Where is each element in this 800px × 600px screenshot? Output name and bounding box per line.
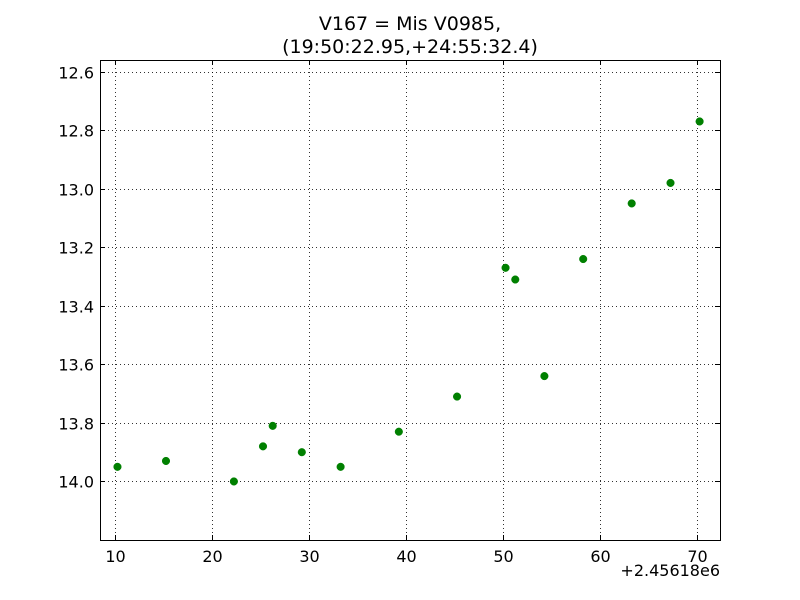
data-point	[579, 254, 588, 264]
data-point	[695, 117, 704, 126]
x-tick-label: 20	[202, 547, 222, 566]
data-points	[113, 117, 704, 486]
y-tick-label: 13.0	[58, 181, 94, 200]
data-point	[394, 427, 403, 436]
y-tick-label: 13.4	[58, 298, 94, 317]
x-tick-label: 10	[105, 547, 125, 566]
data-point	[229, 477, 238, 486]
x-tick-label: 50	[493, 547, 513, 566]
data-point	[161, 456, 171, 466]
data-point	[336, 462, 345, 471]
x-axis-offset-label: +2.45618e6	[620, 561, 720, 580]
data-point	[113, 462, 122, 471]
data-point	[501, 263, 510, 272]
grid	[100, 60, 720, 540]
x-tick-label: 30	[299, 547, 319, 566]
data-point	[268, 421, 277, 430]
axis-ticks	[100, 60, 720, 540]
data-point	[511, 275, 520, 284]
y-tick-label: 13.2	[58, 239, 94, 258]
x-tick-label: 60	[590, 547, 610, 566]
y-tick-label: 12.8	[58, 122, 94, 141]
data-point	[627, 199, 636, 208]
chart-title-line-2: (19:50:22.95,+24:55:32.4)	[282, 36, 538, 58]
data-point	[297, 448, 306, 457]
chart-title-line-1: V167 = Mis V0985,	[319, 13, 501, 35]
y-tick-label: 13.6	[58, 356, 94, 375]
y-tick-labels: 12.6 12.8 13.0 13.2 13.4 13.6 13.8 14.0	[58, 64, 94, 492]
data-point	[666, 178, 675, 187]
data-point	[540, 372, 549, 381]
x-tick-label: 40	[396, 547, 416, 566]
data-point	[258, 442, 268, 451]
y-tick-label: 12.6	[58, 64, 94, 83]
y-tick-label: 14.0	[58, 473, 94, 492]
data-point	[453, 392, 462, 401]
x-tick-labels: 10 20 30 40 50 60 70	[105, 547, 707, 566]
x-tick-label: 70	[687, 547, 707, 566]
y-tick-label: 13.8	[58, 415, 94, 434]
plot-area-frame	[100, 60, 721, 541]
